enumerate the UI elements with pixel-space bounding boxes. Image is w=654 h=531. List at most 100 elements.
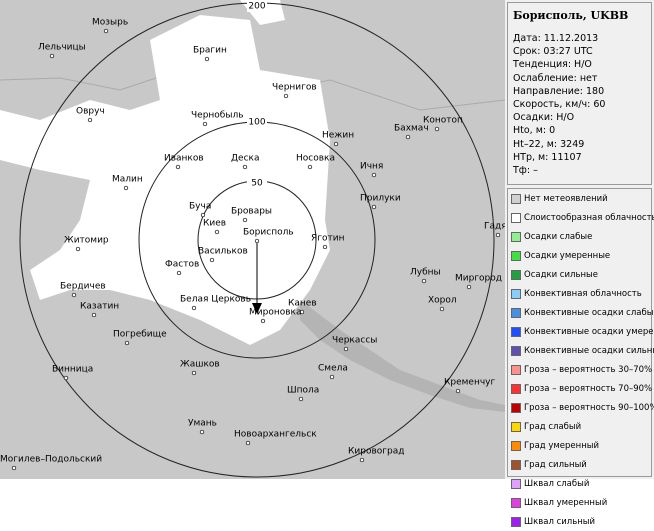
city-label: Гадяч	[484, 222, 505, 232]
city-label: Черкассы	[332, 336, 377, 346]
info-line: Скорость, км/ч: 60	[513, 99, 606, 111]
city-label: Овруч	[76, 107, 105, 117]
city-dot	[63, 375, 69, 381]
city-dot	[204, 56, 210, 62]
range-label: 50	[251, 179, 263, 189]
city-dot	[245, 440, 251, 446]
stratiform-area	[0, 15, 330, 345]
city-label: Кировоград	[348, 447, 404, 457]
city-dot	[175, 164, 181, 170]
legend-label: Град умеренный	[524, 440, 600, 451]
legend-label: Конвективная облачность	[524, 288, 642, 299]
city-dot	[49, 53, 55, 59]
city-dot	[434, 126, 440, 132]
city-label: Погребище	[113, 330, 167, 340]
city-label: Носовка	[296, 154, 335, 164]
city-label: Мироновка	[249, 308, 301, 318]
city-label: Кременчуг	[444, 378, 495, 388]
range-label: 100	[248, 118, 265, 128]
city-dot	[421, 278, 427, 284]
range-label-bg	[247, 116, 267, 128]
city-label: Миргород	[455, 274, 502, 284]
city-dot	[87, 117, 93, 123]
legend-item: Конвективные осадки сильные	[508, 341, 654, 360]
city-label: Бровары	[231, 207, 272, 217]
legend-swatch	[511, 497, 521, 508]
legend-item: Град слабый	[508, 417, 651, 436]
legend-swatch	[511, 383, 521, 394]
city-label: Казатин	[80, 302, 119, 312]
city-label: Жашков	[180, 360, 220, 370]
motion-arrow-head	[252, 303, 262, 314]
city-dot	[371, 172, 377, 178]
city-dot	[11, 465, 17, 471]
legend: Нет метеоявлений Слоистообразная облачнос…	[507, 188, 654, 527]
legend-item: Шквал умеренный	[508, 493, 651, 512]
legend-swatch	[511, 421, 521, 432]
legend-label: Конвективные осадки сильные	[524, 345, 654, 356]
city-dot	[439, 306, 445, 312]
legend-item: Шквал сильный	[508, 512, 651, 531]
city-label: Лубны	[410, 268, 441, 278]
city-label: Деска	[231, 154, 259, 164]
city-dot	[176, 270, 182, 276]
legend-item: Конвективная облачность	[508, 284, 651, 303]
city-dot	[191, 370, 197, 376]
info-line: Ослабление: нет	[513, 72, 598, 84]
legend-label: Шквал умеренный	[524, 497, 608, 508]
info-line: Дата: 11.12.2013	[513, 33, 599, 44]
city-label: Смела	[318, 364, 348, 374]
city-dot	[200, 212, 206, 218]
legend-label: Осадки сильные	[524, 269, 598, 280]
legend-item: Град сильный	[508, 455, 651, 474]
city-dot	[322, 244, 328, 250]
legend-label: Гроза – вероятность 70–90%	[524, 383, 653, 394]
city-label: Васильков	[198, 247, 248, 257]
legend-swatch	[511, 212, 521, 223]
city-dot	[329, 374, 335, 380]
city-label: Борисполь	[243, 228, 294, 238]
legend-item: Град умеренный	[508, 436, 651, 455]
city-label: Чернобыль	[191, 111, 244, 121]
city-label: Новоархангельск	[234, 430, 317, 440]
city-label: Ичня	[360, 162, 383, 172]
legend-swatch	[511, 478, 521, 489]
info-line: НТр, м: 11107	[513, 151, 582, 163]
side-panel: Борисполь, UKBB Дата: 11.12.2013 Срок: 03…	[505, 0, 654, 527]
city-label: Шпола	[287, 386, 319, 396]
legend-item: Конвективные осадки слабые	[508, 303, 654, 322]
legend-label: Нет метеоявлений	[524, 193, 608, 204]
legend-item: Осадки сильные	[508, 265, 651, 284]
city-dot	[214, 229, 220, 235]
city-label: Мозырь	[92, 18, 128, 28]
city-label: Хорол	[428, 296, 457, 306]
legend-label: Осадки умеренные	[524, 250, 611, 261]
legend-swatch	[511, 231, 521, 242]
info-line: Направление: 180	[513, 85, 605, 97]
city-label: Бахмач	[394, 124, 429, 134]
city-dot	[123, 185, 129, 191]
city-dot	[359, 457, 365, 463]
city-dot	[191, 305, 197, 311]
city-label: Малин	[112, 175, 143, 185]
city-label: Могилев–Подольский	[0, 455, 102, 465]
city-label: Нежин	[322, 131, 354, 141]
city-dot	[466, 284, 472, 290]
city-dot	[371, 204, 377, 210]
legend-label: Град сильный	[524, 459, 587, 470]
city-label: Лельчицы	[38, 43, 86, 53]
city-dot	[307, 164, 313, 170]
legend-label: Слоистообразная облачность	[524, 212, 654, 223]
info-line: Тф: –	[513, 165, 538, 177]
info-box: Борисполь, UKBB Дата: 11.12.2013 Срок: 03…	[507, 2, 652, 185]
legend-label: Конвективные осадки умерен.	[524, 326, 654, 337]
city-dot	[124, 340, 130, 346]
legend-item: Слоистообразная облачность	[508, 208, 654, 227]
city-dot	[199, 429, 205, 435]
city-dot	[103, 28, 109, 34]
city-dot	[405, 134, 411, 140]
legend-swatch	[511, 288, 521, 299]
legend-swatch	[511, 459, 521, 470]
legend-item: Осадки слабые	[508, 227, 651, 246]
